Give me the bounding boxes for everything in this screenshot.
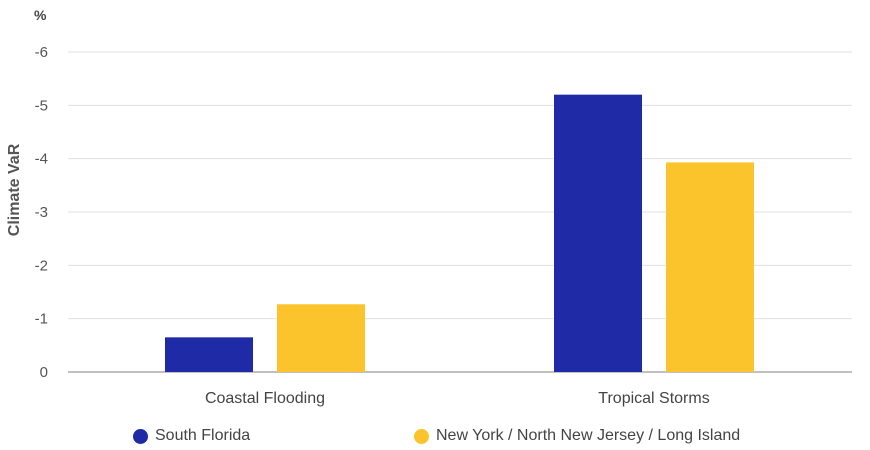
bar-south-florida-tropical-storms[interactable] [554, 94, 642, 373]
y-tick-label: -1 [35, 311, 48, 328]
category-label: Tropical Storms [598, 390, 709, 407]
legend: South Florida New York / North New Jerse… [0, 427, 870, 449]
legend-item-south-florida[interactable]: South Florida [133, 427, 250, 445]
legend-label-south-florida: South Florida [155, 427, 251, 444]
y-unit-label: % [34, 7, 47, 23]
y-tick-label: 0 [40, 364, 48, 381]
y-tick-label: -2 [35, 257, 48, 274]
y-tick-label: -4 [35, 151, 48, 168]
y-tick-label: -3 [35, 204, 48, 221]
y-tick-label: -5 [35, 97, 48, 114]
bar-new-york-coastal-flooding[interactable] [277, 304, 365, 372]
legend-swatch-south-florida [133, 428, 148, 444]
y-tick-labels: 0 -1 -2 -3 -4 -5 -6 [35, 44, 48, 381]
legend-label-new-york: New York / North New Jersey / Long Islan… [436, 427, 741, 444]
bar-new-york-tropical-storms[interactable] [666, 162, 754, 372]
category-label: Coastal Flooding [205, 390, 325, 407]
y-tick-label: -6 [35, 44, 48, 61]
bars [165, 94, 754, 373]
y-axis-label: Climate VaR [6, 143, 23, 236]
legend-swatch-new-york [414, 428, 429, 444]
bar-south-florida-coastal-flooding[interactable] [165, 337, 253, 372]
category-labels: Coastal Flooding Tropical Storms [205, 390, 710, 407]
legend-item-new-york[interactable]: New York / North New Jersey / Long Islan… [414, 427, 740, 445]
bar-chart: % Climate VaR 0 -1 -2 -3 -4 -5 -6 Coastal Floo… [6, 7, 852, 407]
